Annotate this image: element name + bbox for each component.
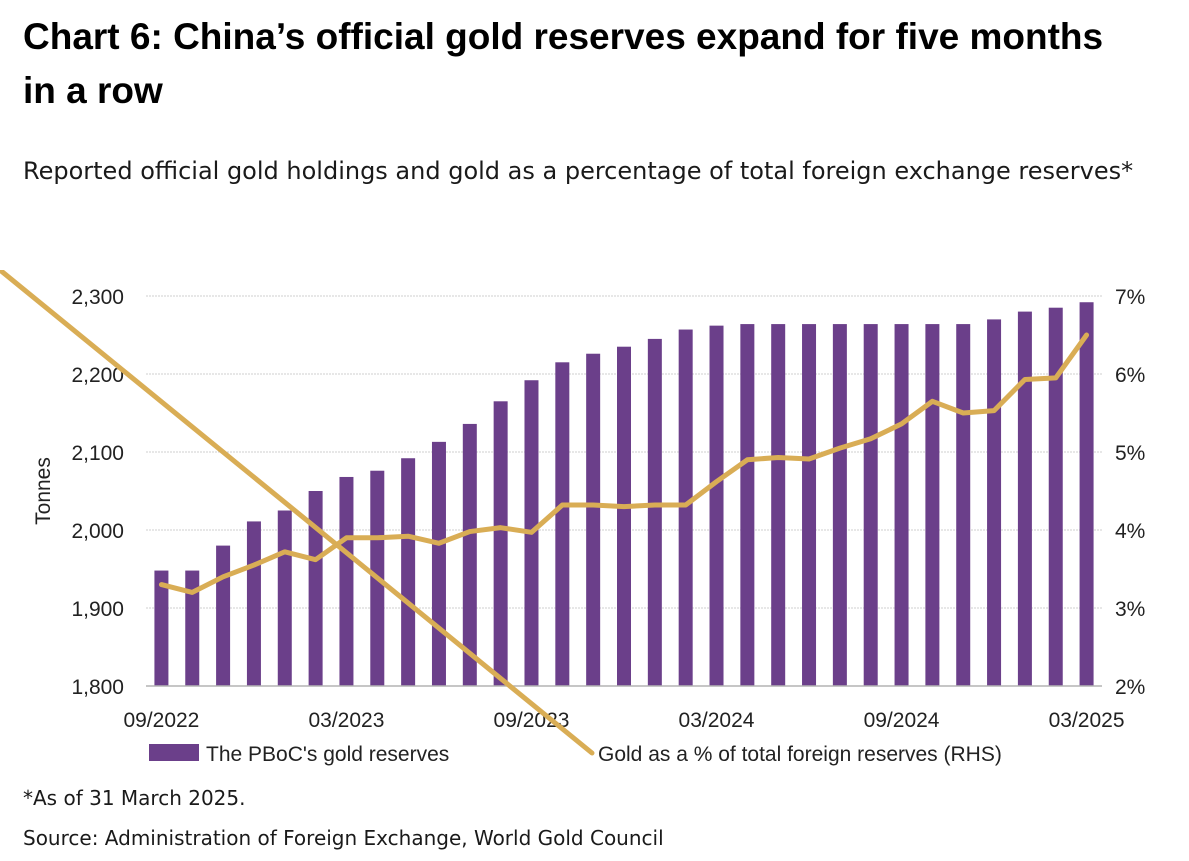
chart-title: Chart 6: China’s official gold reserves … [23, 16, 1104, 111]
y-tick-label: 1,800 [71, 676, 124, 699]
bar-series [154, 302, 1094, 686]
bar [246, 521, 261, 686]
legend-label-line: Gold as a % of total foreign reserves (R… [598, 743, 1002, 766]
x-tick-label: 03/2023 [308, 709, 384, 732]
y2-tick-label: 4% [1115, 520, 1145, 543]
bar [678, 329, 693, 686]
bar [154, 570, 169, 686]
y2-tick-label: 2% [1115, 676, 1145, 699]
bar [493, 401, 508, 686]
bar [216, 545, 231, 686]
y-tick-label: 2,100 [71, 442, 124, 465]
source-note: Source: Administration of Foreign Exchan… [23, 826, 664, 850]
legend-swatch-line [0, 270, 595, 756]
y-tick-label: 2,200 [71, 364, 124, 387]
bar [925, 324, 940, 686]
y-tick-label: 1,900 [71, 598, 124, 621]
x-tick-label: 09/2022 [123, 709, 199, 732]
y2-tick-label: 6% [1115, 364, 1145, 387]
bar [339, 476, 354, 686]
line-series [158, 332, 1090, 595]
axes: 1,800 1,900 2,000 2,100 2,200 2,300 2% 3% 4% 5% 6%… [32, 286, 1145, 732]
y-axis-label: Tonnes [32, 457, 55, 525]
bar [277, 510, 292, 686]
bar [1048, 307, 1063, 686]
bar [647, 338, 662, 686]
bar [987, 319, 1002, 686]
bar [462, 423, 477, 686]
x-tick-label: 03/2024 [679, 709, 755, 732]
bar [740, 324, 755, 686]
bar [956, 324, 971, 686]
bar [617, 346, 631, 686]
bar [555, 362, 570, 686]
bar [586, 353, 601, 686]
legend: The PBoC's gold reserves Gold as a % of … [0, 270, 1002, 766]
y2-tick-label: 3% [1115, 598, 1145, 621]
bar [431, 441, 446, 686]
legend-swatch-bars [149, 744, 199, 761]
y-tick-label: 2,000 [71, 520, 124, 543]
x-tick-label: 09/2024 [864, 709, 940, 732]
bar [863, 324, 878, 686]
chart-subtitle: Reported official gold holdings and gold… [23, 157, 1134, 185]
footnote: *As of 31 March 2025. [23, 786, 246, 810]
bar [771, 324, 786, 686]
bar [709, 325, 724, 686]
y2-tick-label: 5% [1115, 442, 1145, 465]
bar [802, 324, 817, 686]
bar [832, 324, 847, 686]
bar [1017, 311, 1032, 686]
y-tick-label: 2,300 [71, 286, 124, 309]
x-tick-label: 03/2025 [1049, 709, 1125, 732]
bar [894, 324, 909, 686]
bar [1079, 302, 1094, 686]
bar [308, 491, 323, 686]
bar [401, 458, 416, 686]
y2-tick-label: 7% [1115, 286, 1145, 309]
legend-label-bars: The PBoC's gold reserves [206, 743, 449, 766]
bar [185, 570, 200, 686]
x-tick-label: 09/2023 [494, 709, 570, 732]
combo-chart: 1,800 1,900 2,000 2,100 2,200 2,300 2% 3% 4% 5% 6%… [0, 270, 1145, 766]
